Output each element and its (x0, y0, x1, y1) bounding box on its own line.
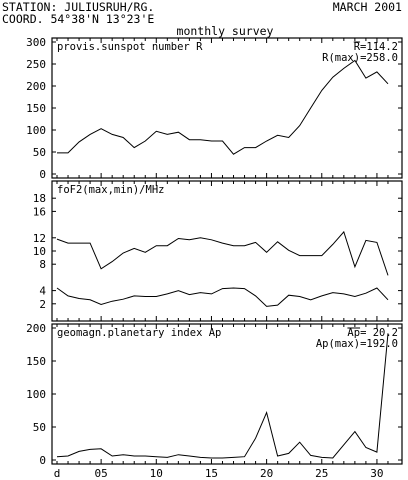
panel-stat-sunspot-1: R(max)=258.0 (322, 52, 398, 64)
x-tick-label: 25 (315, 467, 328, 480)
x-tick-label: d (54, 467, 61, 480)
y-tick-label-fof2: 18 (33, 192, 46, 205)
plot-layer: provis.sunspot number R R=114.2R(max)=258… (26, 36, 402, 480)
y-tick-label-fof2: 16 (33, 205, 46, 218)
y-tick-label-sunspot: 50 (33, 146, 46, 159)
panel-stat-ap-1: Ap(max)=192.0 (316, 338, 398, 350)
y-tick-label-sunspot: 0 (39, 168, 46, 181)
x-tick-label: 30 (370, 467, 383, 480)
y-tick-label-sunspot: 300 (26, 36, 46, 49)
panel-title-fof2: foF2(max,min)/MHz (57, 184, 164, 196)
panel-stat-ap-0: Ap= 20.2 (347, 327, 398, 339)
series-line-ap-0 (56, 333, 389, 459)
panel-stat-sunspot-0: R=114.2 (354, 41, 398, 53)
y-tick-label-ap: 100 (26, 388, 46, 401)
y-tick-label-ap: 200 (26, 322, 46, 335)
y-tick-label-fof2: 2 (39, 298, 46, 311)
series-line-fof2-1 (56, 287, 389, 307)
x-tick-label: 20 (260, 467, 273, 480)
y-tick-label-sunspot: 200 (26, 80, 46, 93)
x-tick-label: 15 (205, 467, 218, 480)
y-tick-label-ap: 50 (33, 421, 46, 434)
y-tick-label-sunspot: 150 (26, 102, 46, 115)
panel-title-sunspot: provis.sunspot number R (57, 41, 203, 53)
y-tick-label-sunspot: 100 (26, 124, 46, 137)
coord-label: COORD. 54°38'N 13°23'E (2, 12, 154, 26)
y-tick-label-ap: 0 (39, 454, 46, 467)
x-tick-label: 10 (150, 467, 163, 480)
x-tick-label: 05 (95, 467, 108, 480)
y-tick-label-fof2: 8 (39, 258, 46, 271)
month-label: MARCH 2001 (333, 0, 402, 14)
y-tick-label-ap: 150 (26, 355, 46, 368)
series-line-sunspot-0 (57, 59, 389, 155)
y-tick-label-fof2: 10 (33, 245, 46, 258)
series-line-fof2-0 (56, 230, 389, 276)
panel-title-ap: geomagn.planetary index Ap (57, 327, 221, 339)
station-label: STATION: JULIUSRUH/RG. (2, 0, 154, 14)
y-tick-label-fof2: 4 (39, 285, 46, 298)
survey-label: monthly survey (177, 24, 274, 38)
y-tick-label-fof2: 12 (33, 232, 46, 245)
y-tick-label-sunspot: 250 (26, 58, 46, 71)
